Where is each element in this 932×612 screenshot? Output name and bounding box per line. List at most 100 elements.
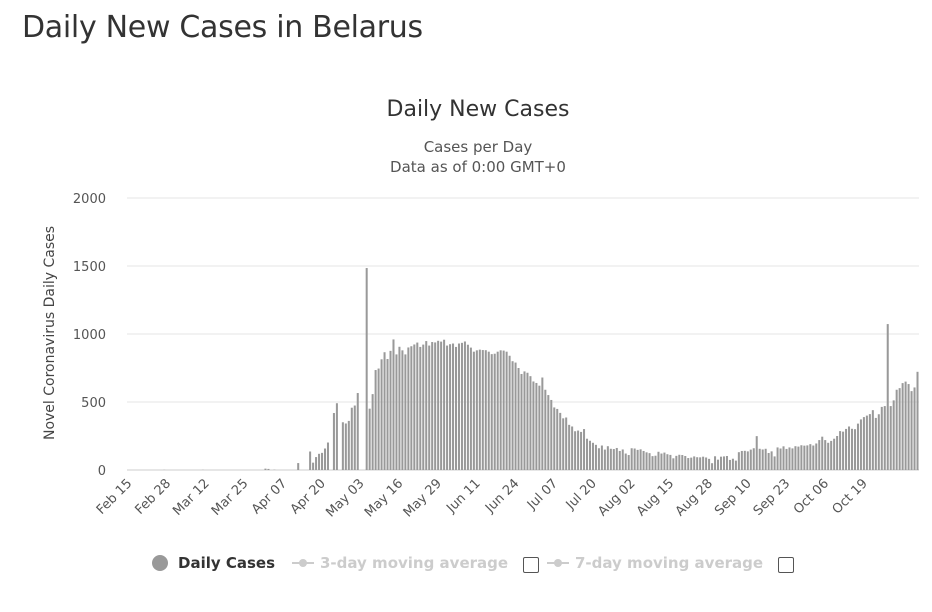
bar[interactable] (770, 451, 773, 470)
bar[interactable] (457, 343, 460, 470)
bar[interactable] (553, 407, 556, 470)
bar[interactable] (264, 468, 267, 470)
bar[interactable] (541, 377, 544, 470)
bar[interactable] (428, 345, 431, 470)
bar[interactable] (478, 349, 481, 470)
bar[interactable] (821, 436, 824, 470)
bar[interactable] (776, 447, 779, 470)
bar[interactable] (871, 410, 874, 470)
bar[interactable] (600, 445, 603, 470)
bar[interactable] (630, 448, 633, 470)
bar[interactable] (657, 451, 660, 470)
bar[interactable] (395, 354, 398, 470)
bar[interactable] (556, 408, 559, 470)
bar[interactable] (794, 446, 797, 470)
legend-item-daily-cases[interactable]: Daily Cases (152, 550, 275, 576)
bar[interactable] (749, 449, 752, 470)
bar[interactable] (502, 350, 505, 470)
bar[interactable] (484, 350, 487, 470)
bar[interactable] (460, 342, 463, 470)
bar[interactable] (323, 448, 327, 470)
bar[interactable] (535, 382, 538, 470)
bar[interactable] (856, 423, 859, 470)
bar[interactable] (532, 381, 535, 470)
bar[interactable] (490, 354, 493, 470)
bar[interactable] (574, 431, 577, 470)
bar[interactable] (389, 350, 392, 470)
checkbox-7-day-average[interactable] (778, 557, 794, 573)
bar[interactable] (773, 456, 776, 470)
bar[interactable] (496, 351, 499, 470)
bar[interactable] (538, 385, 541, 470)
bar[interactable] (907, 384, 910, 470)
bar[interactable] (818, 440, 821, 470)
legend-item-3-day-average[interactable]: 3-day moving average (292, 550, 508, 576)
bar[interactable] (737, 452, 740, 470)
bar[interactable] (725, 455, 728, 470)
bar[interactable] (892, 400, 895, 470)
bar[interactable] (577, 430, 580, 470)
bar[interactable] (603, 449, 606, 470)
bar[interactable] (916, 371, 919, 470)
bar[interactable] (547, 395, 550, 470)
bar[interactable] (910, 391, 913, 470)
bar[interactable] (845, 428, 848, 470)
bar[interactable] (341, 422, 344, 470)
bar[interactable] (714, 456, 717, 470)
bar[interactable] (309, 451, 312, 470)
bar[interactable] (752, 448, 755, 470)
bar[interactable] (571, 426, 574, 470)
bar[interactable] (800, 445, 803, 470)
bar[interactable] (335, 403, 338, 470)
bar[interactable] (365, 268, 368, 470)
bar[interactable] (559, 412, 562, 470)
bar[interactable] (401, 350, 404, 470)
bar[interactable] (437, 340, 440, 470)
bar[interactable] (463, 341, 466, 470)
bar[interactable] (660, 453, 663, 470)
bar[interactable] (466, 344, 469, 470)
bar[interactable] (883, 406, 886, 470)
bar[interactable] (344, 423, 347, 470)
bar[interactable] (407, 347, 410, 470)
bar[interactable] (722, 456, 725, 470)
bar[interactable] (410, 346, 413, 470)
bar[interactable] (454, 346, 458, 470)
bar[interactable] (886, 324, 889, 470)
bar[interactable] (312, 462, 315, 470)
bar[interactable] (380, 359, 383, 470)
bar[interactable] (788, 447, 791, 470)
bar[interactable] (859, 419, 862, 470)
bar[interactable] (523, 371, 526, 470)
bar[interactable] (827, 442, 830, 470)
bar[interactable] (842, 431, 845, 470)
bar[interactable] (606, 446, 609, 470)
bar[interactable] (505, 351, 508, 470)
bar[interactable] (797, 446, 800, 470)
bar[interactable] (889, 406, 892, 470)
bar[interactable] (591, 442, 594, 470)
bar[interactable] (705, 457, 708, 470)
bar[interactable] (508, 355, 511, 470)
bar[interactable] (767, 453, 770, 470)
bar[interactable] (836, 436, 839, 470)
bar[interactable] (815, 443, 818, 470)
bar[interactable] (517, 368, 520, 470)
bar[interactable] (404, 354, 407, 470)
bar[interactable] (440, 341, 443, 470)
bar[interactable] (609, 448, 612, 470)
bar[interactable] (443, 339, 446, 470)
bar[interactable] (779, 448, 782, 470)
bar[interactable] (812, 445, 815, 470)
bar[interactable] (481, 350, 484, 470)
bar[interactable] (326, 442, 329, 470)
bar[interactable] (663, 452, 666, 470)
bar[interactable] (315, 457, 318, 470)
bar[interactable] (731, 458, 734, 470)
bar[interactable] (743, 450, 746, 470)
bar[interactable] (687, 458, 690, 470)
bar[interactable] (413, 344, 416, 470)
bar[interactable] (565, 417, 568, 470)
bar[interactable] (618, 450, 621, 470)
bar[interactable] (865, 415, 868, 470)
